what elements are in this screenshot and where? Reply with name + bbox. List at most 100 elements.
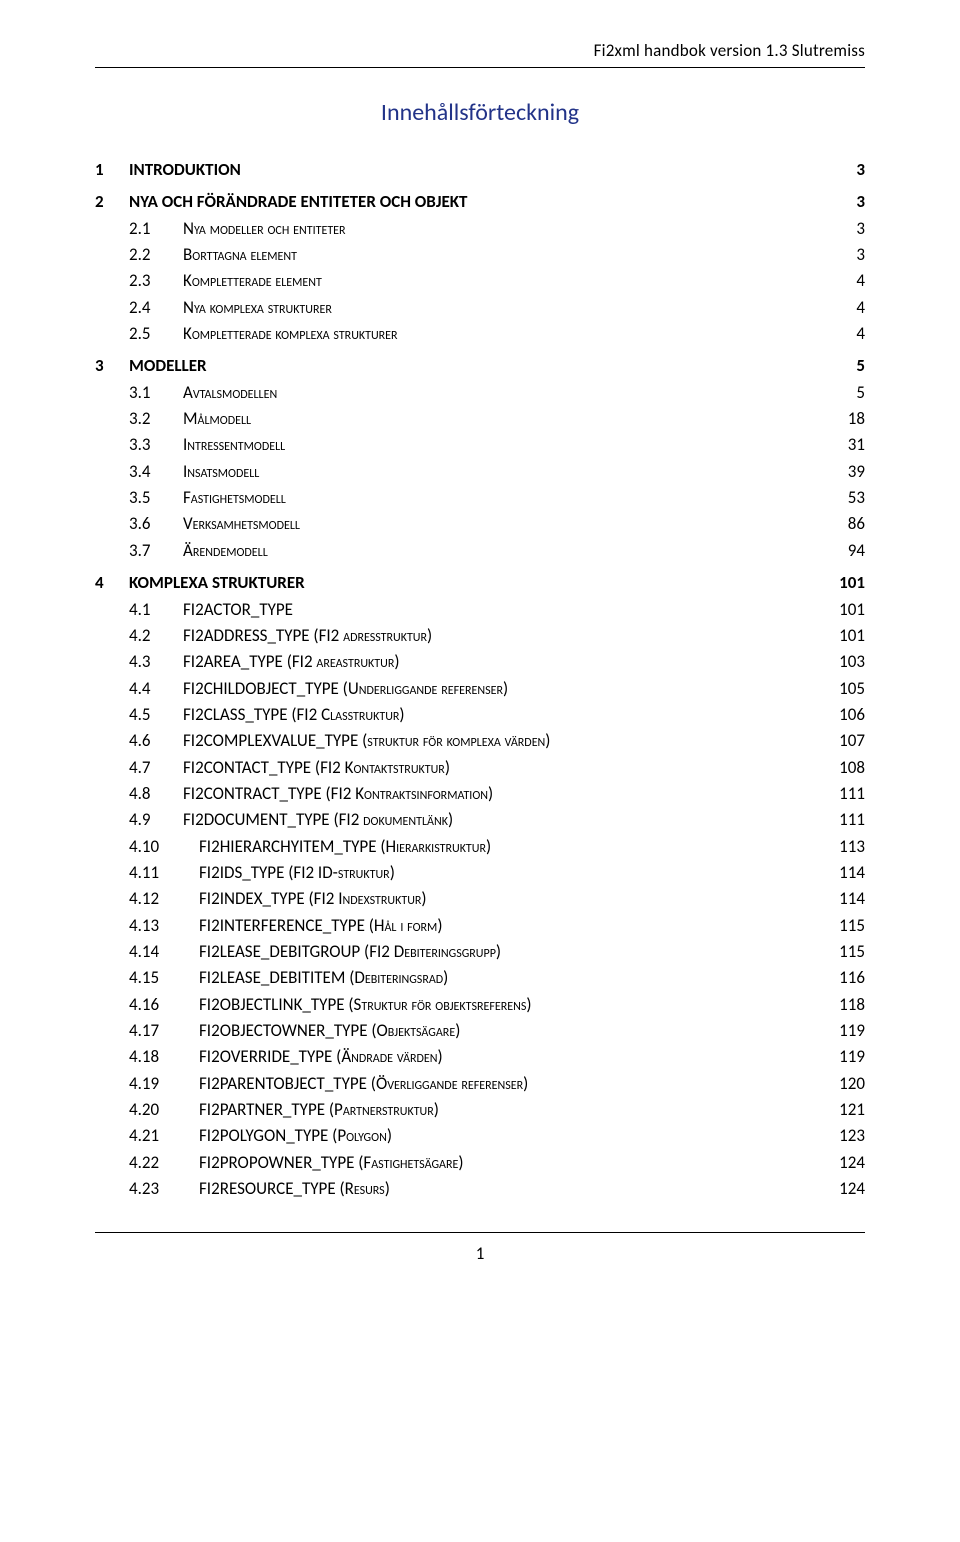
- toc-entry[interactable]: 3.2Målmodell18: [129, 406, 865, 432]
- toc-entry[interactable]: 4.15FI2LEASE_DEBITITEM (Debiteringsrad)1…: [129, 965, 865, 991]
- toc-entry[interactable]: 4.14FI2LEASE_DEBITGROUP (FI2 Debiterings…: [129, 939, 865, 965]
- toc-entry-page: 124: [835, 1176, 865, 1202]
- toc-entry-page: 108: [835, 755, 865, 781]
- toc-entry[interactable]: 4.7FI2CONTACT_TYPE (FI2 Kontaktstruktur)…: [129, 755, 865, 781]
- toc-entry-page: 3: [835, 242, 865, 268]
- toc-entry-label: Verksamhetsmodell: [183, 511, 300, 537]
- toc-entry-number: 4.8: [129, 781, 183, 807]
- toc-entry[interactable]: 4.2FI2ADDRESS_TYPE (FI2 adresstruktur)10…: [129, 623, 865, 649]
- toc-entry-label: FI2CLASS_TYPE (FI2 Classtruktur): [183, 702, 405, 728]
- toc-entry[interactable]: 2.3Kompletterade element4: [129, 268, 865, 294]
- toc-entry-label: FI2OVERRIDE_TYPE (Ändrade värden): [199, 1044, 443, 1070]
- toc-entry-page: 3: [835, 216, 865, 242]
- footer-rule: [95, 1232, 865, 1233]
- toc-entry-page: 111: [835, 807, 865, 833]
- toc-entry[interactable]: 4.13FI2INTERFERENCE_TYPE (Hål i form)115: [129, 913, 865, 939]
- toc-entry-page: 120: [835, 1071, 865, 1097]
- toc-entry-page: 105: [835, 676, 865, 702]
- toc-entry[interactable]: 2.1Nya modeller och entiteter3: [129, 216, 865, 242]
- toc-entry-label: FI2INTERFERENCE_TYPE (Hål i form): [199, 913, 442, 939]
- toc-entry[interactable]: 4.10FI2HIERARCHYITEM_TYPE (Hierarkistruk…: [129, 834, 865, 860]
- toc-entry[interactable]: 4.22FI2PROPOWNER_TYPE (Fastighetsägare)1…: [129, 1150, 865, 1176]
- toc-entry-page: 114: [835, 860, 865, 886]
- toc-entry-number: 3.2: [129, 406, 183, 432]
- toc-entry[interactable]: 4KOMPLEXA STRUKTURER101: [95, 570, 865, 596]
- toc-entry-number: 2: [95, 189, 129, 215]
- toc-entry-page: 113: [835, 834, 865, 860]
- toc-entry-label: FI2HIERARCHYITEM_TYPE (Hierarkistruktur): [199, 834, 491, 860]
- toc-entry-number: 4.14: [129, 939, 199, 965]
- toc-entry[interactable]: 4.19FI2PARENTOBJECT_TYPE (Överliggande r…: [129, 1071, 865, 1097]
- toc-entry-page: 101: [835, 623, 865, 649]
- toc-entry-number: 4.16: [129, 992, 199, 1018]
- toc-entry[interactable]: 3.7Ärendemodell94: [129, 538, 865, 564]
- toc-entry-number: 3.5: [129, 485, 183, 511]
- toc-entry[interactable]: 4.18FI2OVERRIDE_TYPE (Ändrade värden)119: [129, 1044, 865, 1070]
- toc-entry-page: 53: [835, 485, 865, 511]
- toc-entry-number: 4.6: [129, 728, 183, 754]
- toc-entry-label: FI2IDS_TYPE (FI2 ID-struktur): [199, 860, 395, 886]
- toc-entry-page: 39: [835, 459, 865, 485]
- toc-entry-page: 116: [835, 965, 865, 991]
- toc-entry[interactable]: 4.23FI2RESOURCE_TYPE (Resurs)124: [129, 1176, 865, 1202]
- toc-entry-number: 4: [95, 570, 129, 596]
- toc-entry[interactable]: 2.2Borttagna element3: [129, 242, 865, 268]
- toc-entry[interactable]: 4.16FI2OBJECTLINK_TYPE (Struktur för obj…: [129, 992, 865, 1018]
- toc-entry[interactable]: 3.4Insatsmodell39: [129, 459, 865, 485]
- toc-entry[interactable]: 4.21FI2POLYGON_TYPE (Polygon)123: [129, 1123, 865, 1149]
- toc-entry-label: FI2CHILDOBJECT_TYPE (Underliggande refer…: [183, 676, 508, 702]
- toc-entry-number: 2.5: [129, 321, 183, 347]
- toc-entry[interactable]: 4.5FI2CLASS_TYPE (FI2 Classtruktur)106: [129, 702, 865, 728]
- page-number: 1: [95, 1243, 865, 1264]
- toc-entry[interactable]: 3.5Fastighetsmodell 53: [129, 485, 865, 511]
- toc-entry[interactable]: 4.9FI2DOCUMENT_TYPE (FI2 dokumentlänk)11…: [129, 807, 865, 833]
- toc-entry[interactable]: 2.5Kompletterade komplexa strukturer4: [129, 321, 865, 347]
- toc-entry[interactable]: 4.4FI2CHILDOBJECT_TYPE (Underliggande re…: [129, 676, 865, 702]
- toc-entry-label: Fastighetsmodell: [183, 485, 286, 511]
- toc-entry-page: 111: [835, 781, 865, 807]
- toc-entry[interactable]: 2NYA OCH FÖRÄNDRADE ENTITETER OCH OBJEKT…: [95, 189, 865, 215]
- toc-entry-number: 2.4: [129, 295, 183, 321]
- toc-entry-label: FI2PROPOWNER_TYPE (Fastighetsägare): [199, 1150, 464, 1176]
- toc-entry-number: 4.17: [129, 1018, 199, 1044]
- toc-entry[interactable]: 4.17FI2OBJECTOWNER_TYPE (Objektsägare)11…: [129, 1018, 865, 1044]
- toc-entry[interactable]: 3.3Intressentmodell31: [129, 432, 865, 458]
- toc-entry[interactable]: 4.1FI2ACTOR_TYPE101: [129, 597, 865, 623]
- toc-entry-label: Avtalsmodellen: [183, 380, 277, 406]
- toc-entry[interactable]: 4.11FI2IDS_TYPE (FI2 ID-struktur)114: [129, 860, 865, 886]
- toc-entry[interactable]: 4.12FI2INDEX_TYPE (FI2 Indexstruktur)114: [129, 886, 865, 912]
- toc-entry-number: 3.4: [129, 459, 183, 485]
- toc-entry[interactable]: 1INTRODUKTION3: [95, 157, 865, 183]
- toc-entry-number: 2.2: [129, 242, 183, 268]
- toc-entry-number: 2.1: [129, 216, 183, 242]
- toc-entry[interactable]: 3MODELLER5: [95, 353, 865, 379]
- toc-entry-label: MODELLER: [129, 353, 207, 379]
- toc-entry-page: 31: [835, 432, 865, 458]
- toc-entry-label: FI2OBJECTLINK_TYPE (Struktur för objekts…: [199, 992, 532, 1018]
- toc-entry-page: 101: [835, 597, 865, 623]
- toc-entry-number: 3.1: [129, 380, 183, 406]
- toc-entry-page: 123: [835, 1123, 865, 1149]
- toc-entry-page: 107: [835, 728, 865, 754]
- toc-entry-page: 115: [835, 913, 865, 939]
- toc-entry-number: 4.19: [129, 1071, 199, 1097]
- toc-entry-number: 2.3: [129, 268, 183, 294]
- toc-entry[interactable]: 4.3FI2AREA_TYPE (FI2 areastruktur)103: [129, 649, 865, 675]
- toc-entry[interactable]: 4.20FI2PARTNER_TYPE (Partnerstruktur)121: [129, 1097, 865, 1123]
- toc-entry-page: 18: [835, 406, 865, 432]
- toc-entry[interactable]: 4.8FI2CONTRACT_TYPE (FI2 Kontraktsinform…: [129, 781, 865, 807]
- toc-entry[interactable]: 2.4Nya komplexa strukturer4: [129, 295, 865, 321]
- toc-entry[interactable]: 3.1Avtalsmodellen5: [129, 380, 865, 406]
- toc-entry-number: 3.6: [129, 511, 183, 537]
- toc-entry-label: Kompletterade komplexa strukturer: [183, 321, 398, 347]
- toc-entry-label: Ärendemodell: [183, 538, 268, 564]
- toc-entry-page: 114: [835, 886, 865, 912]
- toc-entry[interactable]: 3.6Verksamhetsmodell86: [129, 511, 865, 537]
- toc-entry[interactable]: 4.6FI2COMPLEXVALUE_TYPE (struktur för ko…: [129, 728, 865, 754]
- toc-entry-label: FI2ADDRESS_TYPE (FI2 adresstruktur): [183, 623, 432, 649]
- toc-entry-label: FI2DOCUMENT_TYPE (FI2 dokumentlänk): [183, 807, 453, 833]
- toc-entry-label: INTRODUKTION: [129, 157, 241, 183]
- toc-entry-number: 4.3: [129, 649, 183, 675]
- toc-entry-page: 4: [835, 295, 865, 321]
- toc-entry-page: 121: [835, 1097, 865, 1123]
